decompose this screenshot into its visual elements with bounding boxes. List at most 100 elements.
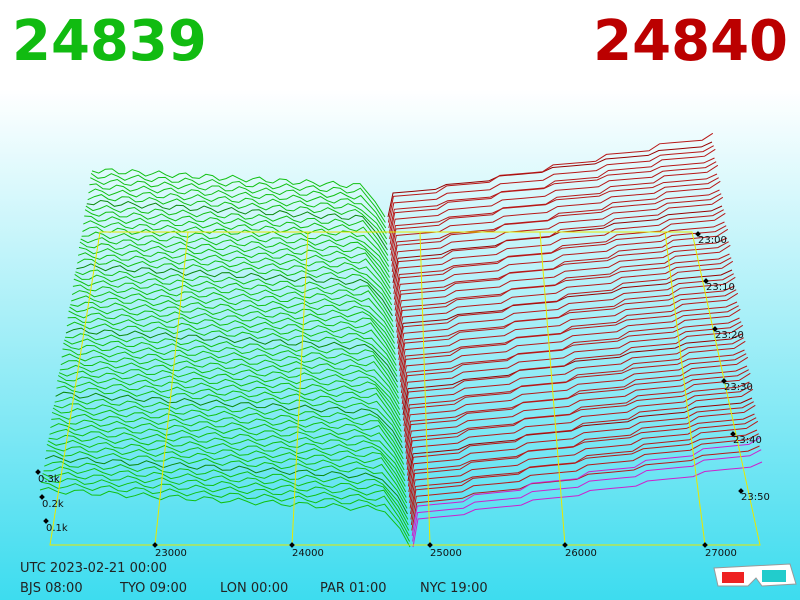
bid-depth-line xyxy=(46,450,408,509)
bid-depth-line xyxy=(46,443,408,504)
ask-depth-line xyxy=(409,417,757,509)
bid-depth-line xyxy=(62,348,400,405)
ask-depth-line xyxy=(412,461,763,548)
ask-depth-line xyxy=(405,369,749,460)
bid-depth-line xyxy=(52,407,405,465)
price-label: 24000 xyxy=(292,548,324,559)
ask-depth-line xyxy=(410,433,759,526)
ask-depth-line xyxy=(396,244,731,339)
ask-depth-line xyxy=(396,253,730,333)
bid-depth-line xyxy=(77,252,393,306)
tick xyxy=(289,542,295,548)
bid-depth-line xyxy=(51,411,405,471)
tick xyxy=(738,488,744,494)
ask-depth-line xyxy=(408,413,755,498)
ask-depth-line xyxy=(389,161,717,245)
bid-depth-line xyxy=(39,486,411,548)
zone-time: TYO 09:00 xyxy=(119,581,187,596)
axis-labels: 0.3k 0.2k 0.1k 23000 24000 25000 26000 27000 23:… xyxy=(35,231,770,559)
ask-depth-line xyxy=(390,177,719,262)
grid-line xyxy=(539,231,566,546)
price-label: 25000 xyxy=(430,548,462,559)
bid-depth-line xyxy=(44,461,409,520)
bid-depth-line xyxy=(53,403,404,460)
bid-depth-line xyxy=(50,423,406,482)
ask-depth-line xyxy=(399,276,736,372)
floor-frame xyxy=(49,231,761,546)
tick xyxy=(427,542,433,548)
ask-depth-line xyxy=(392,193,722,278)
ask-depth-line xyxy=(403,337,744,427)
ask-depth-line xyxy=(387,141,713,218)
3d-glasses-icon[interactable] xyxy=(713,563,797,587)
bid-depth-line xyxy=(71,290,396,344)
ask-depth-line xyxy=(392,205,723,284)
ask-depth-line xyxy=(406,381,750,465)
bid-depth-line xyxy=(72,284,395,339)
bid-depth-line xyxy=(84,209,389,262)
ask-depth-line xyxy=(403,349,745,432)
bid-depth-line xyxy=(84,215,390,267)
bid-depth-line xyxy=(86,199,388,251)
grid-line xyxy=(291,231,309,546)
ask-price: 24840 xyxy=(593,9,788,74)
time-label: 23:00 xyxy=(698,235,727,246)
bid-depth-line xyxy=(71,295,396,350)
bid-depth-line xyxy=(48,434,407,493)
bid-depth-line xyxy=(65,333,399,388)
zone-time: BJS 08:00 xyxy=(20,581,83,596)
grid-line xyxy=(154,231,189,546)
volume-label: 0.3k xyxy=(38,474,60,485)
bid-depth-line xyxy=(43,466,409,526)
ask-depth-line xyxy=(395,237,728,317)
ask-depth-line xyxy=(411,436,761,537)
bid-depth-line xyxy=(45,454,408,515)
ask-depth-line xyxy=(389,148,716,240)
tick xyxy=(43,518,49,524)
time-label: 23:30 xyxy=(724,382,753,393)
ask-depth-line xyxy=(410,429,758,515)
bid-depth-line xyxy=(73,278,395,333)
ask-depth-line xyxy=(407,388,754,487)
ask-depth-line xyxy=(401,317,740,399)
ask-depth-line xyxy=(395,241,729,328)
ask-depth-line xyxy=(397,260,734,355)
ask-depth-line xyxy=(397,257,732,344)
ask-depth-line xyxy=(406,372,751,471)
depth-surface xyxy=(39,132,763,548)
ask-depth-line xyxy=(393,209,724,295)
tick xyxy=(703,278,709,284)
ask-depth-line xyxy=(388,157,715,234)
bid-depth-line xyxy=(74,273,394,328)
bid-depth-line xyxy=(54,396,404,454)
grid-line xyxy=(419,231,431,546)
ask-depth-line xyxy=(397,269,733,350)
bid-depth-line xyxy=(57,375,402,432)
tick xyxy=(730,431,736,437)
bid-depth-line xyxy=(89,183,387,234)
ask-depth-line xyxy=(400,305,739,394)
tick xyxy=(702,542,708,548)
bid-depth-line xyxy=(81,231,391,284)
ask-depth-line xyxy=(400,292,739,388)
price-label: 26000 xyxy=(565,548,597,559)
bid-depth-line xyxy=(58,370,402,427)
bid-depth-line xyxy=(91,168,386,218)
ask-depth-line xyxy=(407,385,752,476)
bid-depth-line xyxy=(78,246,392,300)
ask-depth-line xyxy=(408,401,754,493)
time-label: 23:10 xyxy=(706,282,735,293)
tick xyxy=(695,231,701,237)
bid-depth-line xyxy=(56,385,403,443)
time-label: 23:20 xyxy=(715,330,744,341)
bid-depth-line xyxy=(90,172,386,223)
bid-depth-line xyxy=(90,177,387,229)
ask-depth-line xyxy=(391,189,720,267)
bid-depth-line xyxy=(55,391,403,449)
ask-depth-line xyxy=(410,420,759,520)
bid-depth-line xyxy=(47,439,407,498)
bid-depth-line xyxy=(77,258,393,311)
ask-depth-line xyxy=(407,397,753,482)
zone-time: NYC 19:00 xyxy=(420,581,488,596)
bid-depth-line xyxy=(64,338,399,394)
